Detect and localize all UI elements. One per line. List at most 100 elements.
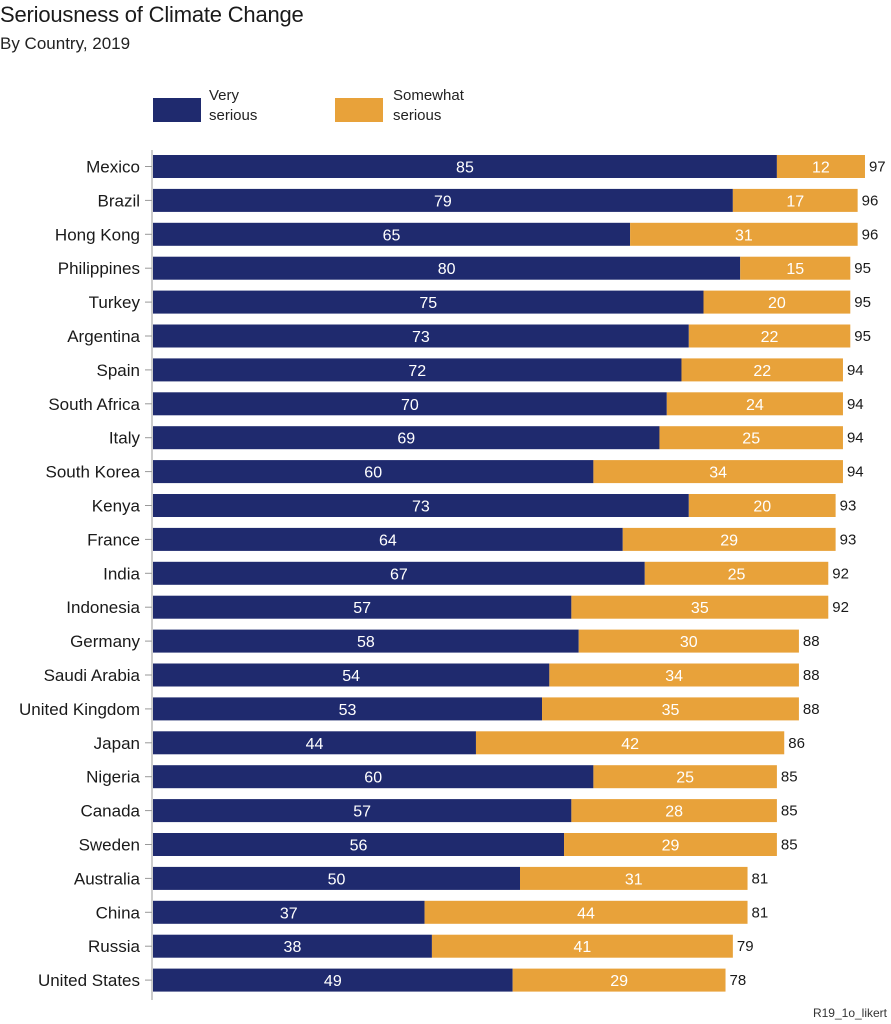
category-label-canada: Canada xyxy=(80,802,140,821)
bar-somewhat-serious-australia xyxy=(520,866,748,890)
bar-very-serious-canada xyxy=(153,799,572,823)
bar-very-serious-sweden xyxy=(153,833,565,856)
total-label-philippines: 95 xyxy=(854,260,871,277)
data-label-very-serious-united-states: 49 xyxy=(324,973,342,990)
bar-very-serious-mexico xyxy=(153,155,777,178)
total-label-france: 93 xyxy=(840,531,857,548)
total-label-india: 92 xyxy=(832,565,849,582)
bar-somewhat-serious-japan xyxy=(475,731,785,755)
bar-very-serious-turkey xyxy=(153,290,704,314)
total-label-canada: 85 xyxy=(781,803,798,820)
data-label-somewhat-serious-canada: 28 xyxy=(665,804,683,821)
category-label-turkey: Turkey xyxy=(89,293,141,312)
data-label-somewhat-serious-sweden: 29 xyxy=(662,838,680,855)
data-label-very-serious-russia: 38 xyxy=(284,939,302,956)
bar-very-serious-india xyxy=(153,561,645,585)
category-label-united-kingdom: United Kingdom xyxy=(19,700,140,719)
total-label-germany: 88 xyxy=(803,633,820,650)
legend-label-very-serious: Very serious xyxy=(209,87,258,124)
bar-somewhat-serious-nigeria xyxy=(593,765,777,789)
bar-somewhat-serious-france xyxy=(622,527,836,551)
category-label-hong-kong: Hong Kong xyxy=(55,225,140,244)
data-label-very-serious-mexico: 85 xyxy=(456,160,474,177)
bar-very-serious-germany xyxy=(153,629,579,653)
bar-somewhat-serious-kenya xyxy=(688,494,836,517)
total-label-south-africa: 94 xyxy=(847,396,864,413)
bar-very-serious-united-states xyxy=(153,968,513,992)
data-label-very-serious-kenya: 73 xyxy=(412,499,430,516)
legend-swatch-very-serious xyxy=(153,98,201,122)
category-label-australia: Australia xyxy=(74,869,141,888)
category-label-indonesia: Indonesia xyxy=(66,598,140,617)
bar-somewhat-serious-turkey xyxy=(703,290,851,314)
data-label-very-serious-spain: 72 xyxy=(408,363,426,380)
bar-somewhat-serious-brazil xyxy=(732,188,858,212)
total-label-indonesia: 92 xyxy=(832,599,849,616)
data-label-very-serious-australia: 50 xyxy=(328,871,346,888)
bar-somewhat-serious-indonesia xyxy=(571,595,829,619)
bar-somewhat-serious-hong-kong xyxy=(630,222,858,246)
bar-very-serious-hong-kong xyxy=(153,222,631,246)
bar-very-serious-france xyxy=(153,527,623,551)
data-label-very-serious-china: 37 xyxy=(280,905,298,922)
data-label-very-serious-canada: 57 xyxy=(353,804,371,821)
total-label-saudi-arabia: 88 xyxy=(803,667,820,684)
bar-somewhat-serious-spain xyxy=(681,358,843,382)
data-label-very-serious-south-africa: 70 xyxy=(401,397,419,414)
total-label-south-korea: 94 xyxy=(847,464,864,481)
data-label-somewhat-serious-argentina: 22 xyxy=(761,329,779,346)
data-label-very-serious-sweden: 56 xyxy=(350,838,368,855)
data-label-very-serious-hong-kong: 65 xyxy=(383,227,401,244)
data-label-somewhat-serious-turkey: 20 xyxy=(768,295,786,312)
bar-somewhat-serious-germany xyxy=(578,629,799,653)
data-label-very-serious-indonesia: 57 xyxy=(353,600,371,617)
data-label-very-serious-india: 67 xyxy=(390,566,408,583)
bar-somewhat-serious-south-africa xyxy=(666,392,843,416)
total-label-united-kingdom: 88 xyxy=(803,701,820,718)
data-label-very-serious-turkey: 75 xyxy=(419,295,437,312)
data-label-very-serious-italy: 69 xyxy=(397,431,415,448)
category-label-nigeria: Nigeria xyxy=(86,768,140,787)
bar-somewhat-serious-philippines xyxy=(740,256,851,280)
category-label-united-states: United States xyxy=(38,971,140,990)
bar-somewhat-serious-united-states xyxy=(512,968,726,992)
bar-somewhat-serious-italy xyxy=(659,426,843,450)
data-label-somewhat-serious-south-africa: 24 xyxy=(746,397,764,414)
total-label-china: 81 xyxy=(752,904,769,921)
data-label-somewhat-serious-japan: 42 xyxy=(621,736,639,753)
legend-swatch-somewhat-serious xyxy=(335,98,383,122)
data-label-somewhat-serious-indonesia: 35 xyxy=(691,600,709,617)
data-label-very-serious-japan: 44 xyxy=(306,736,324,753)
data-label-somewhat-serious-italy: 25 xyxy=(742,431,760,448)
bar-somewhat-serious-argentina xyxy=(688,324,851,348)
bar-somewhat-serious-canada xyxy=(571,799,777,823)
bar-somewhat-serious-united-kingdom xyxy=(542,697,799,721)
data-label-somewhat-serious-hong-kong: 31 xyxy=(735,227,753,244)
total-label-sweden: 85 xyxy=(781,837,798,854)
bar-very-serious-australia xyxy=(153,866,520,890)
total-label-nigeria: 85 xyxy=(781,769,798,786)
category-label-brazil: Brazil xyxy=(97,191,140,210)
bar-somewhat-serious-south-korea xyxy=(593,460,843,484)
category-label-china: China xyxy=(96,903,141,922)
bar-very-serious-argentina xyxy=(153,324,689,348)
bar-very-serious-indonesia xyxy=(153,595,572,619)
category-label-india: India xyxy=(103,564,140,583)
data-label-somewhat-serious-kenya: 20 xyxy=(753,499,771,516)
total-label-united-states: 78 xyxy=(730,972,747,989)
legend-label-somewhat-serious: Somewhat serious xyxy=(393,87,464,124)
bar-very-serious-south-africa xyxy=(153,392,667,416)
bar-very-serious-spain xyxy=(153,358,682,382)
category-label-south-korea: South Korea xyxy=(45,463,140,482)
total-label-spain: 94 xyxy=(847,362,864,379)
data-label-very-serious-germany: 58 xyxy=(357,634,375,651)
bar-very-serious-brazil xyxy=(153,188,733,212)
data-label-somewhat-serious-australia: 31 xyxy=(625,871,643,888)
category-label-mexico: Mexico xyxy=(86,158,140,177)
data-label-somewhat-serious-india: 25 xyxy=(728,566,746,583)
bar-somewhat-serious-mexico xyxy=(776,155,865,178)
bar-very-serious-nigeria xyxy=(153,765,594,789)
data-label-somewhat-serious-brazil: 17 xyxy=(786,193,804,210)
data-label-somewhat-serious-nigeria: 25 xyxy=(676,770,694,787)
